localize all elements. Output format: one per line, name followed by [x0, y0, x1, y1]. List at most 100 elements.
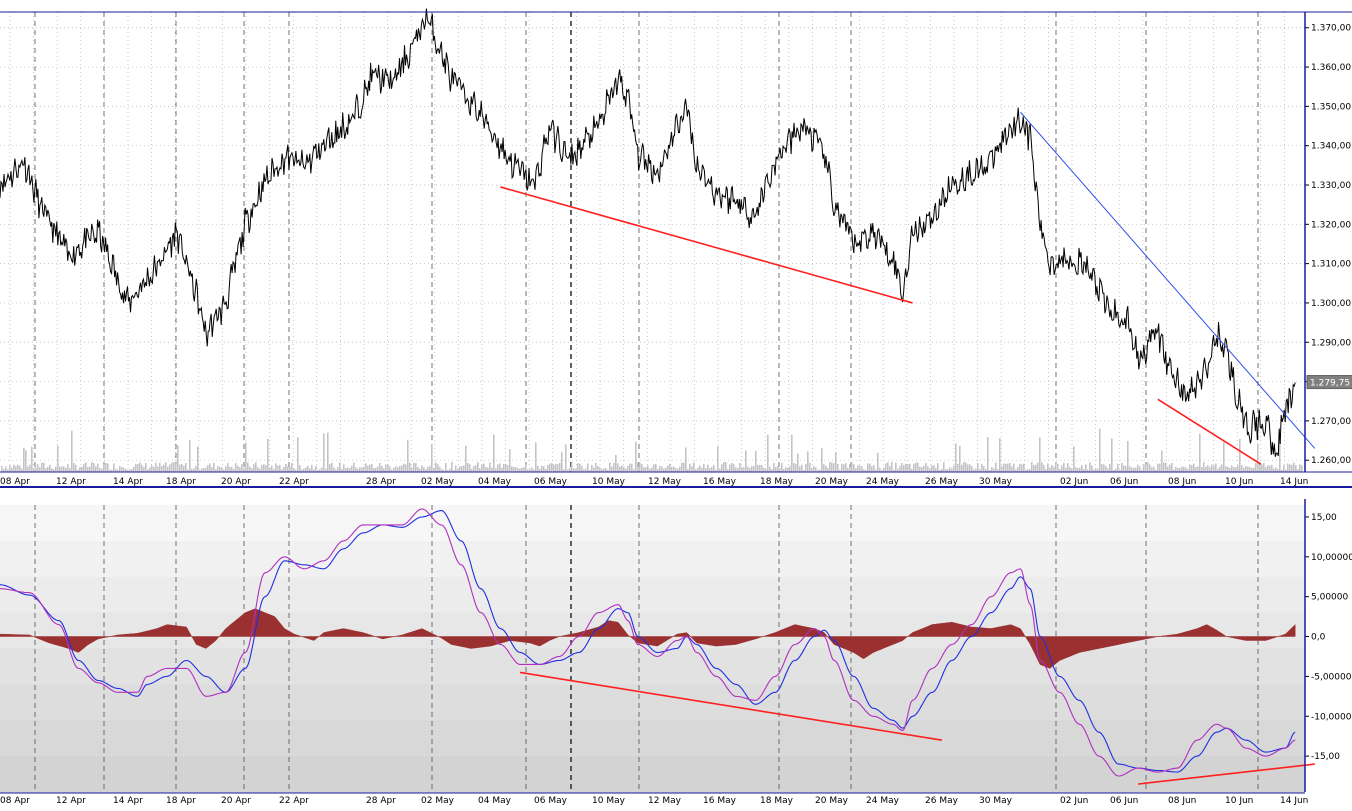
volume-bar: [141, 464, 143, 472]
volume-bar: [49, 464, 51, 472]
volume-bar: [1265, 466, 1267, 472]
volume-bar: [497, 464, 499, 472]
volume-bar: [1163, 462, 1165, 472]
volume-bar: [595, 462, 597, 472]
volume-bar: [437, 464, 439, 472]
volume-bar: [711, 467, 713, 472]
x-tick-label-bottom: 22 Apr: [279, 796, 309, 806]
volume-bar: [447, 469, 449, 472]
volume-bar: [605, 467, 607, 472]
volume-bar: [781, 462, 783, 472]
volume-bar: [1207, 465, 1209, 472]
volume-bar: [521, 467, 523, 472]
volume-bar: [443, 469, 445, 472]
volume-bar: [991, 467, 993, 472]
volume-bar: [1205, 466, 1207, 472]
volume-bar: [449, 468, 451, 472]
volume-bar: [513, 466, 515, 472]
x-tick-label: 22 Apr: [279, 477, 309, 487]
volume-bar: [917, 462, 919, 472]
volume-bar: [663, 468, 665, 472]
volume-bar: [977, 462, 979, 472]
volume-bar: [311, 464, 313, 472]
volume-bar: [115, 468, 117, 472]
volume-bar: [603, 468, 605, 472]
volume-bar: [769, 466, 771, 472]
volume-bar: [147, 469, 149, 472]
volume-bar: [517, 468, 519, 472]
volume-bar: [403, 463, 405, 472]
volume-bar: [315, 466, 317, 472]
volume-bar: [759, 465, 761, 472]
volume-bar: [411, 467, 413, 472]
volume-bar: [647, 465, 649, 472]
volume-bar: [171, 462, 173, 472]
volume-bar: [273, 469, 275, 472]
volume-bar: [831, 462, 833, 472]
volume-bar: [427, 466, 429, 472]
volume-bar: [271, 465, 273, 472]
volume-bar: [333, 467, 335, 472]
volume-bar: [913, 463, 915, 472]
volume-bar: [81, 466, 83, 472]
volume-bar: [891, 462, 893, 472]
volume-bar: [1183, 466, 1185, 472]
volume-bar: [1037, 462, 1039, 472]
volume-bar: [1055, 463, 1057, 472]
volume-bar: [863, 469, 865, 472]
volume-bar: [861, 466, 863, 472]
volume-bar: [73, 463, 75, 472]
volume-bar: [299, 465, 301, 472]
volume-bar: [483, 463, 485, 472]
volume-bar: [851, 462, 853, 472]
volume-bar: [951, 468, 953, 472]
volume-bar: [555, 463, 557, 472]
volume-bar: [581, 465, 583, 472]
volume-bar: [1089, 462, 1091, 472]
x-tick-label-bottom: 24 May: [866, 796, 900, 806]
y-tick-label: 1.350,00: [1311, 102, 1351, 112]
volume-bar: [683, 462, 685, 472]
volume-bar: [33, 468, 35, 472]
oscillator-band: [0, 576, 1305, 614]
volume-bar: [221, 467, 223, 472]
volume-bar: [39, 467, 41, 472]
volume-bar: [915, 462, 917, 472]
volume-bar: [473, 465, 475, 472]
volume-bar: [901, 462, 903, 472]
volume-bar: [505, 464, 507, 472]
volume-bar: [703, 463, 705, 472]
volume-bar: [291, 462, 293, 472]
volume-bar: [1071, 468, 1073, 472]
volume-bar: [749, 468, 751, 472]
x-tick-label-bottom: 14 Apr: [113, 796, 143, 806]
volume-bar: [1203, 462, 1205, 472]
volume-bar: [173, 462, 175, 472]
volume-bar: [867, 463, 869, 472]
volume-bar: [431, 444, 433, 472]
volume-bar: [1245, 466, 1247, 472]
volume-bar: [691, 466, 693, 472]
volume-bar: [59, 466, 61, 472]
volume-bar: [381, 466, 383, 472]
volume-bar: [547, 464, 549, 472]
volume-bar: [1007, 463, 1009, 472]
x-tick-label: 18 Apr: [166, 477, 196, 487]
volume-bar: [377, 466, 379, 472]
volume-bar: [347, 467, 349, 472]
volume-bar: [303, 468, 305, 472]
volume-bar: [155, 462, 157, 472]
x-tick-label: 06 May: [534, 477, 568, 487]
volume-bar: [823, 464, 825, 472]
x-tick-label: 12 May: [648, 477, 682, 487]
volume-bar: [685, 447, 687, 472]
volume-bar: [1111, 438, 1113, 472]
volume-bar: [345, 468, 347, 472]
volume-bar: [1179, 467, 1181, 472]
x-tick-label-bottom: 28 Apr: [366, 796, 396, 806]
volume-bar: [661, 466, 663, 472]
price-panel: 1.370,00 1.360,00 1.350,00 1.340,00 1.330,00…: [0, 8, 1352, 473]
volume-bar: [285, 463, 287, 472]
volume-bar: [1155, 469, 1157, 472]
volume-bar: [1117, 463, 1119, 472]
